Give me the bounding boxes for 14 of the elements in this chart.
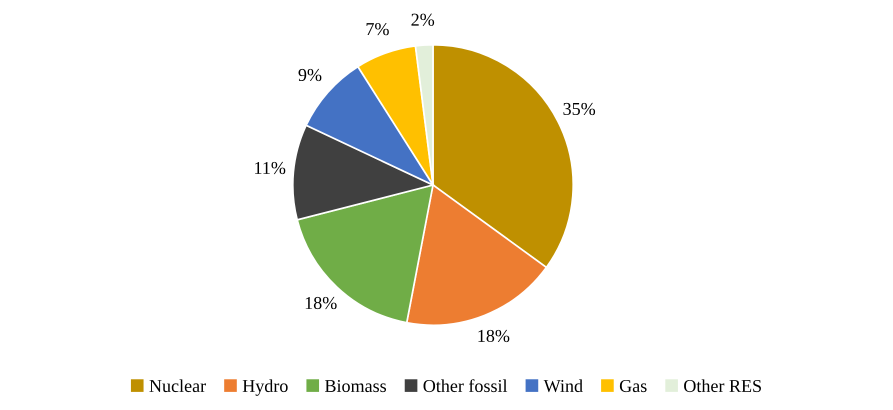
data-label: 9%: [298, 68, 322, 82]
legend-label: Other fossil: [424, 379, 508, 392]
data-label: 18%: [306, 296, 337, 310]
legend-label: Nuclear: [149, 379, 206, 392]
legend-label: Wind: [544, 379, 583, 392]
data-label: 11%: [255, 162, 286, 174]
data-label: 35%: [563, 102, 596, 116]
data-label: 2%: [411, 14, 434, 26]
legend-label: Gas: [620, 380, 647, 392]
legend-label: Hydro: [242, 379, 288, 396]
legend-label: Biomass: [324, 380, 386, 392]
legend-label: Other RES: [684, 379, 761, 392]
data-label: 18%: [478, 330, 510, 342]
data-label: 7%: [366, 23, 389, 36]
